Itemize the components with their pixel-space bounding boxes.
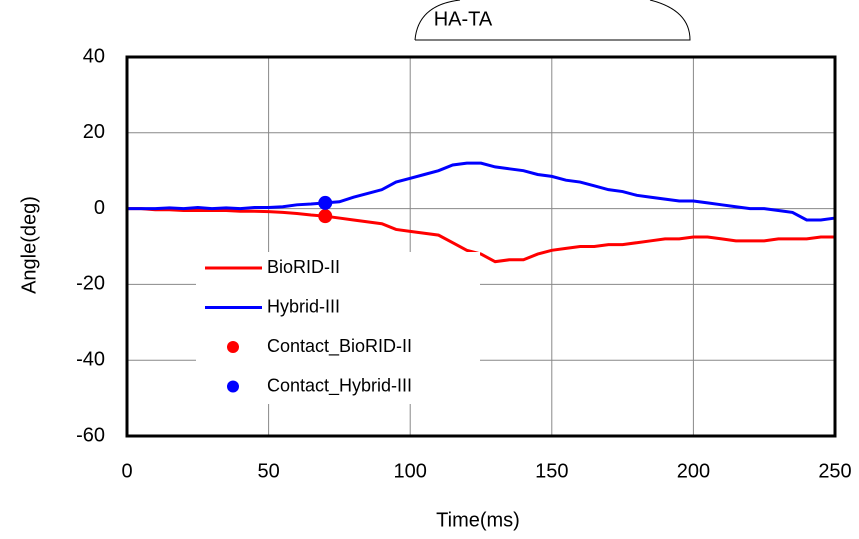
legend-label: BioRID-II (267, 257, 340, 277)
chart-title: HA-TA (434, 8, 493, 30)
x-tick-label: 50 (257, 460, 279, 482)
x-axis-label: Time(ms) (436, 509, 520, 531)
legend-box (196, 252, 480, 404)
data-line (127, 207, 835, 264)
y-tick-label: 0 (94, 197, 105, 219)
x-tick-label: 100 (394, 460, 427, 482)
legend-label: Contact_Hybrid-III (267, 375, 412, 396)
y-tick-label: -40 (76, 348, 105, 370)
legend-label: Contact_BioRID-II (267, 336, 412, 357)
data-line (127, 161, 836, 222)
y-axis-label: Angle(deg) (18, 196, 40, 294)
legend-dot (227, 341, 239, 353)
data-point (318, 195, 333, 210)
y-tick-label: -20 (76, 273, 105, 295)
legend-dot (227, 380, 239, 393)
y-tick-label: -60 (76, 424, 105, 446)
data-point (318, 209, 333, 224)
y-tick-label: 40 (83, 45, 105, 67)
x-tick-label: 0 (121, 460, 132, 482)
x-tick-label: 150 (535, 460, 568, 482)
y-tick-label: 20 (83, 121, 105, 143)
figure-decoration (414, 0, 691, 41)
plot-frame (125, 55, 837, 438)
x-tick-label: 200 (677, 460, 710, 482)
x-tick-label: 250 (818, 460, 851, 482)
legend-label: Hybrid-III (267, 296, 340, 316)
